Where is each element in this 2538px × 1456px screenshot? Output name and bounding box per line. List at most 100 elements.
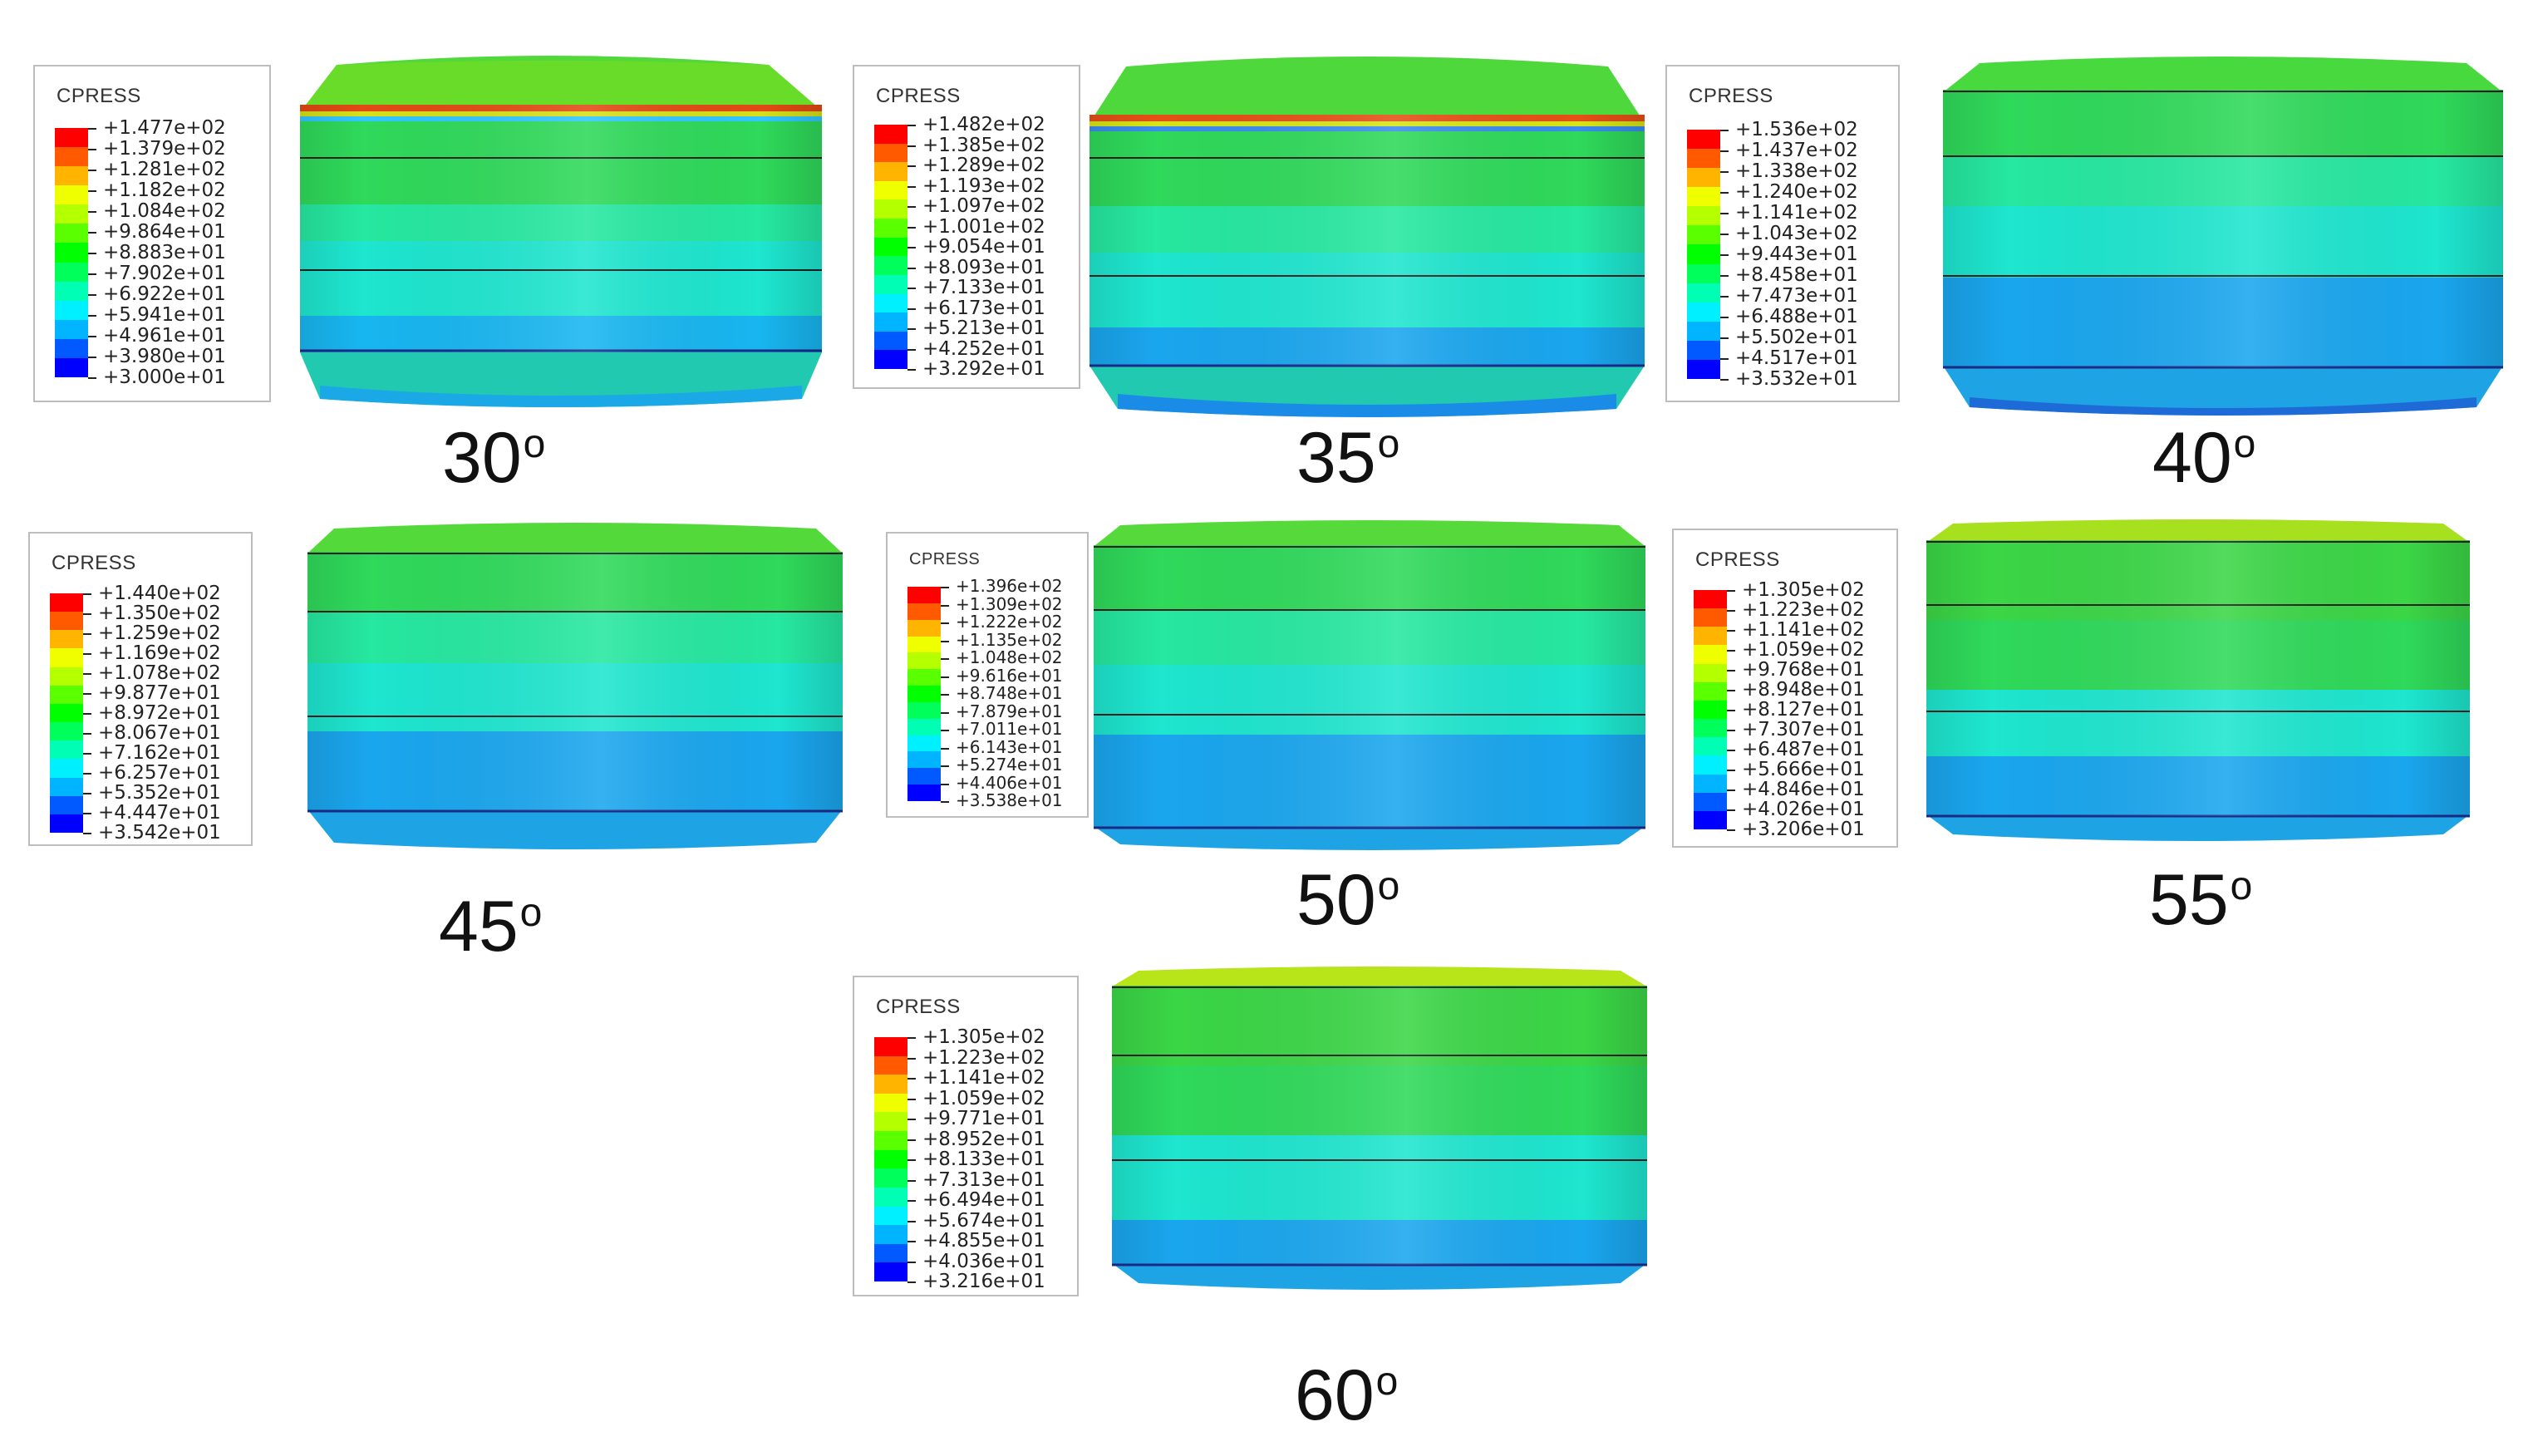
legend-value: +1.059e+02 — [1742, 639, 1865, 661]
legend-tick — [907, 226, 916, 229]
legend-60: CPRESS +1.305e+02 +1.223e+02 +1.141e+02 +1.… — [853, 976, 1079, 1296]
cylinder-55 — [1926, 519, 2470, 841]
legend-swatch — [50, 648, 83, 668]
angle-label-60: 60o — [1295, 1360, 1398, 1431]
legend-tick — [88, 357, 96, 358]
legend-swatch — [50, 685, 83, 705]
legend-swatch — [874, 180, 907, 200]
legend-value: +1.141e+02 — [1742, 619, 1865, 641]
legend-value: +5.502e+01 — [1735, 327, 1858, 348]
legend-tick — [1720, 213, 1729, 214]
legend-tick — [941, 694, 949, 696]
top-cap — [1946, 57, 2500, 90]
legend-title: CPRESS — [876, 996, 961, 1018]
legend-swatch — [907, 587, 941, 604]
legend-value: +7.473e+01 — [1735, 285, 1858, 307]
legend-tick — [941, 604, 949, 607]
legend-tick — [83, 773, 91, 775]
legend-45: CPRESS +1.440e+02 +1.350e+02 +1.259e+02 +1.… — [28, 532, 253, 846]
legend-swatch — [1694, 663, 1727, 683]
legend-tick — [907, 348, 916, 351]
legend-30: CPRESS +1.477e+02 +1.379e+02 +1.281e+02 +1.… — [33, 65, 271, 402]
cylinder-50 — [1094, 520, 1645, 850]
legend-tick — [907, 267, 916, 269]
legend-tick — [907, 185, 916, 188]
legend-tick — [907, 1159, 916, 1161]
legend-value: +1.141e+02 — [1735, 202, 1858, 224]
legend-tick — [1727, 650, 1735, 652]
legend-value: +9.864e+01 — [103, 221, 226, 243]
legend-swatch — [874, 293, 907, 313]
bottom-cap — [1094, 826, 1645, 850]
legend-swatch — [50, 667, 83, 686]
legend-tick — [941, 587, 949, 588]
legend-tick — [1727, 730, 1735, 731]
legend-swatch — [55, 204, 88, 224]
top-cap — [1930, 519, 2467, 540]
bottom-cap — [307, 809, 843, 849]
legend-tick — [1727, 710, 1735, 711]
legend-swatch — [874, 350, 907, 370]
angle-value: 35 — [1296, 418, 1376, 498]
legend-value: +4.846e+01 — [1742, 779, 1865, 800]
legend-value: +8.948e+01 — [1742, 679, 1865, 701]
legend-value: +7.902e+01 — [103, 263, 226, 284]
legend-swatch — [1694, 608, 1727, 627]
legend-swatch — [874, 1168, 907, 1188]
legend-value: +8.883e+01 — [103, 242, 226, 263]
legend-tick — [88, 377, 96, 379]
legend-swatch — [55, 224, 88, 243]
legend-tick — [907, 247, 916, 248]
legend-swatch — [874, 1037, 907, 1057]
legend-tick — [907, 307, 916, 310]
legend-value: +1.385e+02 — [922, 134, 1045, 156]
legend-swatch — [874, 1262, 907, 1282]
legend-swatch — [1687, 187, 1720, 207]
legend-swatch — [874, 237, 907, 257]
legend-value: +5.674e+01 — [922, 1209, 1045, 1232]
legend-value: +1.305e+02 — [1742, 579, 1865, 601]
legend-value: +8.952e+01 — [922, 1128, 1045, 1150]
legend-value: +1.338e+02 — [1735, 160, 1858, 182]
legend-value: +3.292e+01 — [922, 358, 1045, 380]
legend-swatch — [55, 300, 88, 321]
legend-swatch — [874, 1112, 907, 1132]
legend-tick — [1727, 809, 1735, 811]
legend-value: +1.536e+02 — [1735, 119, 1858, 140]
legend-swatch — [874, 256, 907, 276]
legend-value: +9.616e+01 — [956, 665, 1063, 686]
legend-tick — [907, 1281, 916, 1283]
legend-tick — [941, 783, 949, 785]
legend-swatch — [50, 703, 83, 723]
legend-swatch — [50, 777, 83, 797]
legend-tick — [1727, 590, 1735, 592]
legend-tick — [907, 1119, 916, 1120]
legend-35: CPRESS +1.482e+02 +1.385e+02 +1.289e+02 +1.… — [853, 65, 1080, 389]
legend-tick — [907, 1261, 916, 1263]
legend-tick — [907, 1200, 916, 1202]
legend-tick — [907, 206, 916, 208]
legend-tick — [907, 288, 916, 289]
legend-50: CPRESS +1.396e+02 +1.309e+02 +1.222e+02 +1.… — [886, 532, 1089, 818]
legend-swatch — [907, 669, 941, 686]
legend-tick — [83, 633, 91, 635]
legend-swatch — [1687, 359, 1720, 380]
angle-label-45: 45o — [439, 891, 542, 962]
legend-swatch — [874, 162, 907, 182]
legend-value: +1.135e+02 — [956, 629, 1063, 650]
angle-label-35: 35o — [1296, 422, 1399, 494]
legend-value: +1.482e+02 — [922, 114, 1045, 135]
legend-swatch — [1694, 627, 1727, 646]
legend-swatch — [50, 593, 83, 612]
legend-value: +3.216e+01 — [922, 1271, 1045, 1292]
cylinder-30 — [300, 56, 822, 407]
legend-value: +1.141e+02 — [922, 1067, 1045, 1089]
legend-swatch — [907, 718, 941, 736]
legend-tick — [88, 232, 96, 234]
angle-value: 45 — [439, 887, 519, 967]
legend-swatch — [874, 1243, 907, 1263]
legend-value: +5.274e+01 — [956, 755, 1063, 775]
legend-value: +1.223e+02 — [1742, 599, 1865, 621]
legend-tick — [83, 813, 91, 814]
legend-value: +1.379e+02 — [103, 138, 226, 160]
